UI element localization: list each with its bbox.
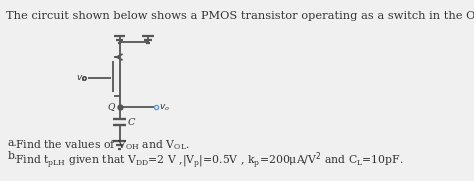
Text: $v_i$: $v_i$ [76,73,85,84]
Text: b.: b. [8,151,18,161]
Text: a.: a. [8,138,18,148]
Text: $v_o$: $v_o$ [159,102,170,113]
Text: C: C [128,117,135,127]
Text: Find the values of $\mathregular{V_{OH}}$ and $\mathregular{V_{OL}}$.: Find the values of $\mathregular{V_{OH}}… [15,138,190,152]
Text: Q: Q [108,102,115,111]
Text: Find $\mathregular{t_{pLH}}$ given that $\mathregular{V_{DD}}$=2 V ,$\mathregula: Find $\mathregular{t_{pLH}}$ given that … [15,151,404,171]
Text: The circuit shown below shows a PMOS transistor operating as a switch in the ON : The circuit shown below shows a PMOS tra… [6,10,474,20]
